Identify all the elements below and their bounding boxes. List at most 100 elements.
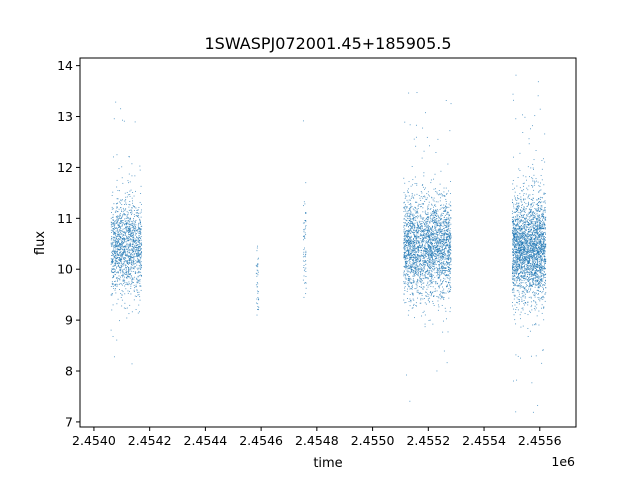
data-point (410, 225, 411, 227)
data-point (112, 219, 114, 221)
data-point (448, 246, 450, 248)
data-point (435, 191, 437, 192)
data-point (407, 261, 409, 263)
data-point (121, 252, 123, 254)
data-point (423, 310, 425, 312)
data-point (438, 256, 440, 258)
data-point (411, 221, 413, 223)
data-point (434, 241, 436, 243)
data-point (447, 250, 449, 252)
data-point (542, 238, 543, 240)
data-point (412, 248, 414, 250)
data-point (139, 268, 141, 270)
data-point (435, 218, 437, 220)
data-point (543, 274, 545, 276)
data-point (304, 228, 306, 230)
data-point (124, 218, 126, 220)
data-point (415, 288, 417, 290)
data-point (409, 237, 411, 239)
data-point (521, 238, 523, 240)
data-point (415, 212, 417, 214)
data-point (411, 257, 413, 259)
data-point (128, 273, 130, 275)
data-point (131, 238, 133, 240)
data-point (430, 215, 431, 216)
data-point (426, 242, 428, 243)
data-point (121, 290, 123, 292)
data-point (532, 185, 534, 187)
data-point (124, 264, 126, 266)
data-point (430, 242, 432, 244)
data-point (131, 264, 133, 266)
data-point (521, 251, 523, 253)
data-point (522, 234, 524, 236)
data-point (125, 214, 126, 216)
data-point (123, 120, 125, 122)
data-point (444, 232, 446, 234)
data-point (432, 239, 434, 241)
data-point (422, 257, 424, 259)
data-point (433, 233, 434, 235)
data-point (420, 238, 422, 239)
data-point (446, 286, 448, 288)
data-point (138, 231, 140, 232)
data-point (426, 193, 428, 195)
data-point (519, 282, 521, 284)
data-point (407, 223, 409, 225)
data-point (128, 231, 130, 233)
data-point (440, 204, 441, 206)
data-point (512, 258, 514, 260)
data-point (524, 260, 526, 262)
data-point (404, 264, 406, 266)
data-point (433, 290, 435, 292)
data-point (439, 268, 441, 270)
data-point (543, 184, 545, 186)
data-point (129, 228, 131, 230)
data-point (120, 218, 122, 219)
data-point (412, 259, 413, 261)
data-point (403, 242, 405, 244)
data-point (403, 272, 405, 274)
data-point (425, 242, 427, 244)
data-point (126, 226, 128, 227)
data-point (408, 195, 410, 197)
data-point (412, 246, 414, 248)
data-point (136, 253, 138, 255)
data-point (524, 265, 526, 267)
data-point (415, 255, 417, 257)
data-point (128, 274, 130, 275)
data-point (123, 237, 125, 239)
data-point (127, 237, 129, 239)
data-point (123, 250, 125, 252)
data-point (128, 244, 129, 246)
data-point (436, 232, 438, 234)
data-point (446, 270, 448, 271)
data-point (539, 300, 541, 302)
data-point (533, 238, 535, 240)
data-point (438, 277, 439, 279)
data-point (420, 230, 421, 232)
data-point (139, 240, 141, 242)
data-point (437, 304, 439, 306)
data-point (121, 305, 123, 307)
data-point (112, 208, 114, 210)
data-point (447, 222, 449, 224)
data-point (121, 243, 123, 245)
data-point (516, 282, 518, 284)
data-point (419, 280, 421, 282)
data-point (139, 222, 141, 224)
data-point (112, 251, 113, 252)
data-point (414, 270, 416, 272)
data-point (124, 259, 126, 261)
data-point (519, 232, 520, 234)
data-point (512, 233, 514, 235)
data-point (440, 223, 442, 225)
data-point (118, 278, 120, 280)
data-point (539, 239, 541, 241)
data-point (302, 260, 304, 262)
data-point (523, 233, 525, 235)
data-point (127, 194, 129, 196)
data-point (526, 258, 528, 260)
data-point (442, 242, 444, 244)
data-point (415, 237, 417, 239)
